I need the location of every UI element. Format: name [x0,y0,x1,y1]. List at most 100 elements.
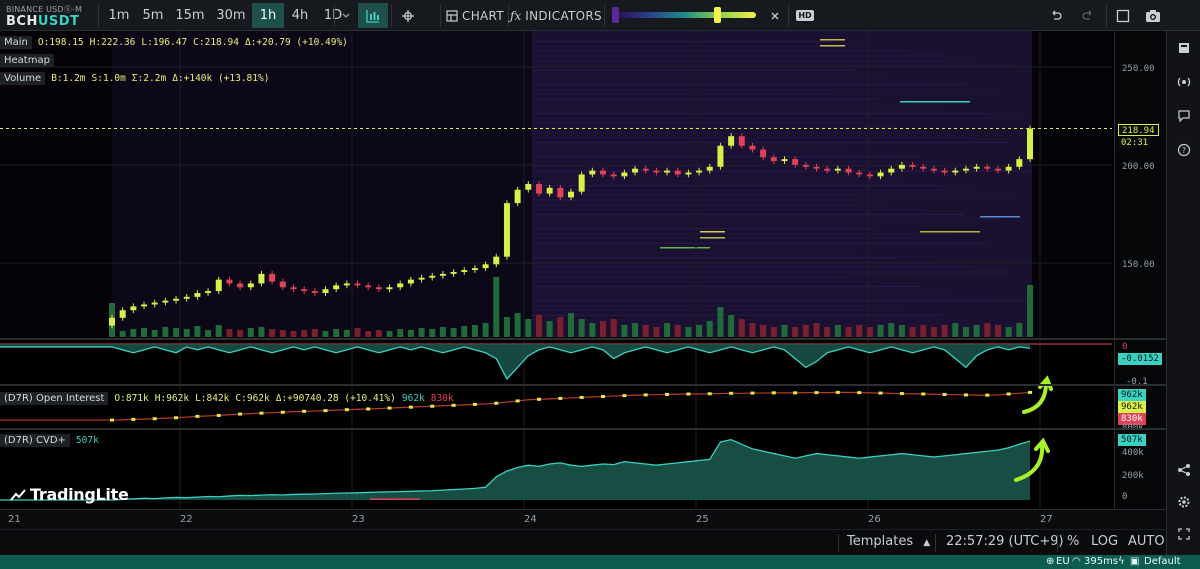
time-tick-label: 22 [180,514,193,525]
layout-label[interactable]: Default [1144,556,1181,567]
undo-icon[interactable] [1044,3,1068,28]
volume-bar [706,321,713,337]
candles-icon[interactable] [358,3,388,28]
help-icon[interactable]: ? [1175,141,1193,159]
candle-body [856,172,863,175]
candle-body [354,283,361,286]
heatmap-band [532,108,950,110]
heatmap-band [532,213,964,215]
volume-bar [226,329,233,337]
volume-bar [493,277,500,337]
timeframe-30m[interactable]: 30m [216,8,246,23]
volume-bar [898,325,905,337]
volume-bar [247,328,254,337]
settings-icon[interactable] [1175,493,1193,511]
timeframe-1h[interactable]: 1h [252,3,284,28]
share-icon[interactable] [1175,461,1193,479]
crosshair-icon[interactable] [396,3,420,28]
candle-body [407,279,414,284]
auto-toggle[interactable]: AUTO [1128,534,1165,549]
oi-delta: Δ:+90740.28 (+10.41%) [275,393,396,404]
volume-bar [685,327,692,337]
volume-bar [877,325,884,337]
volume-bar [365,331,372,337]
chat-icon[interactable] [1175,107,1193,125]
heatmap-band [532,180,905,182]
timeframe-1m[interactable]: 1m [108,8,130,23]
oi-candle [707,392,712,396]
pane-divider[interactable] [0,338,1166,340]
volume-bar [205,330,212,337]
heatmap-band [532,84,965,86]
maximize-icon[interactable] [1175,525,1193,543]
templates-button[interactable]: Templates ▲ [847,534,930,549]
gradient-min-handle[interactable] [612,7,619,23]
log-toggle[interactable]: LOG [1091,534,1119,549]
volume-bar [535,315,542,337]
bookmark-icon[interactable] [1175,39,1193,57]
pane-divider[interactable] [0,384,1166,386]
timeframe-1D[interactable]: 1D [323,8,343,23]
clock[interactable]: 22:57:29 (UTC+9) [946,534,1064,549]
heatmap-band [532,247,1023,249]
heatmap-level [700,231,725,233]
cvd-tick-label: 0 [1122,492,1128,502]
oi-candle [302,409,307,413]
time-axis[interactable]: 21 22 23 24 25 26 27 [0,509,1166,529]
cvd-tag[interactable]: (D7R) CVD+ [0,434,70,447]
redo-icon[interactable] [1076,3,1100,28]
camera-icon[interactable] [1142,3,1164,28]
volume-bar [130,329,137,337]
cvd-value-tag: 507k [1118,434,1146,446]
chart-button[interactable]: CHART [446,3,504,28]
heatmap-band [532,324,1015,326]
volume-bar [984,323,991,337]
heatmap-tag[interactable]: Heatmap [0,54,54,67]
gradient-max-handle[interactable] [714,7,721,23]
chevron-down-icon[interactable] [337,3,355,28]
volume-bar [856,325,863,337]
volume-bar [1005,327,1012,337]
annotation-arrow-head [1034,437,1050,453]
main-tag[interactable]: Main [0,36,32,49]
timeframe-5m[interactable]: 5m [142,8,164,23]
chart-area[interactable]: Main O:198.15 H:222.36 L:196.47 C:218.94… [0,31,1166,509]
symbol-base: BCH [6,14,38,29]
heatmap-gradient-slider[interactable] [612,7,756,23]
signal-icon[interactable] [1175,73,1193,91]
price-tick-label: 200.00 [1122,162,1155,172]
hd-icon[interactable]: HD [794,3,816,28]
volume-tag[interactable]: Volume [0,72,46,85]
candle-body [1005,166,1012,171]
main-legend: Main O:198.15 H:222.36 L:196.47 C:218.94… [0,34,354,51]
oi-value-2: 830k [430,393,454,404]
candle-body [535,184,542,194]
region-label[interactable]: EU [1056,556,1070,567]
heatmap-band [532,271,1008,273]
pane-divider[interactable] [0,428,1166,430]
candle-body [653,170,660,173]
volume-bar [813,323,820,337]
oi-candle [408,405,413,409]
candle-body [461,270,468,272]
oi-tag[interactable]: (D7R) Open Interest [0,392,109,405]
oi-candle [494,401,499,405]
candle-body [792,159,799,165]
heatmap-band [532,41,832,43]
oi-candle [110,418,114,422]
symbol-selector[interactable]: BINANCE USDⓈ-M BCHUSDT [4,2,96,29]
indicators-button[interactable]: ƒx INDICATORS [510,3,602,28]
volume-bar [546,321,553,337]
timeframe-15m[interactable]: 15m [175,8,205,23]
oi-candle [899,392,904,396]
timeframe-4h[interactable]: 4h [291,8,309,23]
fullscreen-icon[interactable] [1112,3,1134,28]
volume-bar [749,323,756,337]
heatmap-band [532,199,853,201]
chart-canvas[interactable] [0,31,1166,509]
percent-toggle[interactable]: % [1067,534,1080,549]
volume-bar [279,330,286,337]
candle-body [781,159,788,162]
heatmap-band [532,189,979,191]
close-icon[interactable] [766,3,784,28]
